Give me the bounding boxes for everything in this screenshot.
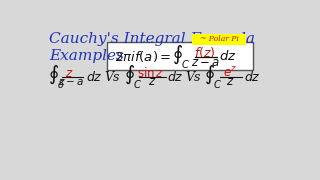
Text: $\oint_C$: $\oint_C$	[172, 44, 191, 71]
Text: $dz$: $dz$	[167, 70, 184, 84]
Text: ~ Polar Pi: ~ Polar Pi	[200, 35, 238, 43]
Text: Vs: Vs	[185, 71, 200, 84]
Text: $z$: $z$	[148, 75, 156, 88]
Text: $\oint_C$: $\oint_C$	[204, 63, 223, 91]
FancyBboxPatch shape	[192, 33, 246, 45]
Text: $\oint_C$: $\oint_C$	[124, 63, 142, 91]
Text: $dz$: $dz$	[244, 70, 260, 84]
Text: Cauchy's Integral Formula: Cauchy's Integral Formula	[49, 31, 255, 46]
FancyBboxPatch shape	[107, 42, 253, 71]
Text: $z-a$: $z-a$	[58, 77, 84, 87]
Text: $z-a$: $z-a$	[190, 56, 220, 69]
Text: $\oint_\delta$: $\oint_\delta$	[48, 63, 65, 91]
Text: $\sin z$: $\sin z$	[137, 66, 164, 80]
Text: $e^z$: $e^z$	[223, 65, 237, 79]
Text: $z$: $z$	[65, 67, 74, 80]
Text: $z$: $z$	[227, 75, 235, 88]
Text: $dz$: $dz$	[219, 49, 236, 63]
Text: $2\pi i f(a) =$: $2\pi i f(a) =$	[114, 49, 171, 64]
Text: $f(z)$: $f(z)$	[194, 45, 216, 60]
Text: Examples: Examples	[49, 49, 124, 63]
Text: Vs: Vs	[104, 71, 120, 84]
Text: $dz$: $dz$	[86, 70, 102, 84]
